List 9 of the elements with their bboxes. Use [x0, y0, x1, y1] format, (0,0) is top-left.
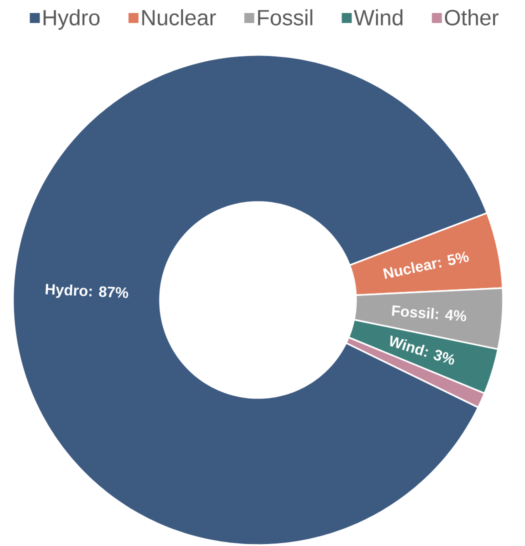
data-label: Nuclear: 5% [383, 252, 469, 279]
data-label: Fossil: 4% [392, 305, 466, 322]
legend-label: Other [444, 9, 499, 26]
legend-label: Wind [354, 9, 402, 26]
legend-label: Hydro [44, 9, 100, 30]
legend-label: Fossil [258, 9, 312, 26]
data-label: Wind: 3% [390, 335, 454, 365]
data-label: Hydro: 87% [46, 284, 128, 298]
legend-label: Nuclear [142, 9, 216, 26]
